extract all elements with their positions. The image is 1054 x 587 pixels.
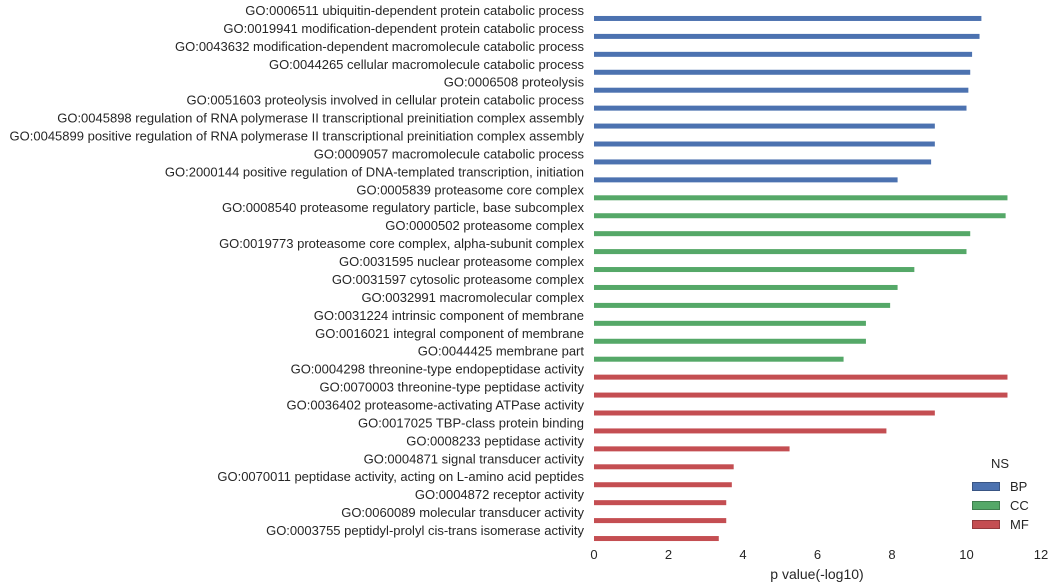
category-label: GO:0003755 peptidyl-prolyl cis-trans iso… [266, 523, 584, 538]
category-label: GO:0009057 macromolecule catabolic proce… [314, 146, 585, 161]
x-axis-label: p value(-log10) [770, 566, 863, 582]
category-label: GO:0004871 signal transducer activity [364, 451, 585, 466]
category-label: GO:0031597 cytosolic proteasome complex [332, 272, 585, 287]
legend-swatch-cc [972, 501, 1000, 510]
category-label: GO:0045898 regulation of RNA polymerase … [57, 111, 584, 126]
category-label: GO:0016021 integral component of membran… [315, 326, 584, 341]
legend-item-mf: MF [970, 515, 1050, 534]
bar-bp [594, 123, 935, 129]
x-tick-label: 8 [888, 547, 895, 562]
bar-bp [594, 15, 982, 21]
category-label: GO:0000502 proteasome complex [385, 218, 584, 233]
bar-mf [594, 518, 727, 524]
bar-mf [594, 536, 719, 542]
bar-cc [594, 356, 844, 362]
bar-bp [594, 105, 967, 111]
bar-mf [594, 446, 790, 452]
category-label: GO:0070011 peptidase activity, acting on… [217, 469, 584, 484]
bar-bp [594, 177, 898, 183]
bar-cc [594, 320, 866, 326]
bar-bp [594, 33, 980, 39]
category-label: GO:0005839 proteasome core complex [356, 182, 584, 197]
category-label: GO:0008233 peptidase activity [406, 433, 584, 448]
legend: NS BP CC MF [970, 456, 1050, 534]
category-label: GO:0017025 TBP-class protein binding [358, 415, 584, 430]
legend-title: NS [990, 456, 1010, 471]
category-label: GO:0070003 threonine-type peptidase acti… [319, 380, 584, 395]
category-label: GO:0036402 proteasome-activating ATPase … [287, 398, 585, 413]
bar-bp [594, 159, 932, 165]
category-label: GO:0008540 proteasome regulatory particl… [222, 200, 585, 215]
bar-cc [594, 195, 1008, 201]
x-tick-label: 2 [665, 547, 672, 562]
category-label: GO:0045899 positive regulation of RNA po… [10, 129, 585, 144]
bars [594, 15, 1008, 542]
category-label: GO:0006508 proteolysis [444, 75, 585, 90]
category-label: GO:0006511 ubiquitin-dependent protein c… [245, 3, 584, 18]
category-label: GO:0044425 membrane part [418, 344, 585, 359]
category-label: GO:0004298 threonine-type endopeptidase … [291, 362, 585, 377]
category-label: GO:0031595 nuclear proteasome complex [339, 254, 584, 269]
legend-label-bp: BP [1010, 479, 1028, 494]
bar-mf [594, 374, 1008, 380]
x-tick-label: 12 [1034, 547, 1048, 562]
bar-bp [594, 87, 969, 93]
legend-label-mf: MF [1010, 517, 1029, 532]
bar-cc [594, 284, 898, 290]
x-tick-label: 10 [959, 547, 973, 562]
bar-cc [594, 213, 1006, 219]
category-label: GO:0031224 intrinsic component of membra… [314, 308, 584, 323]
x-tick-label: 6 [814, 547, 821, 562]
bar-bp [594, 141, 935, 147]
category-label: GO:0060089 molecular transducer activity [341, 505, 584, 520]
category-label: GO:0032991 macromolecular complex [361, 290, 584, 305]
bar-cc [594, 249, 967, 255]
bar-mf [594, 500, 727, 506]
category-label: GO:0004872 receptor activity [415, 487, 585, 502]
bar-mf [594, 464, 734, 470]
bar-bp [594, 69, 971, 75]
bar-mf [594, 392, 1008, 398]
bar-cc [594, 338, 866, 344]
legend-swatch-mf [972, 520, 1000, 529]
x-axis: 0 2 4 6 8 10 12 [590, 547, 1048, 562]
category-label: GO:0043632 modification-dependent macrom… [175, 39, 585, 54]
category-label: GO:0051603 proteolysis involved in cellu… [187, 93, 585, 108]
bar-cc [594, 267, 915, 273]
legend-label-cc: CC [1010, 498, 1029, 513]
legend-swatch-bp [972, 482, 1000, 491]
category-label: GO:0019773 proteasome core complex, alph… [219, 236, 584, 251]
bar-cc [594, 302, 891, 308]
category-label: GO:0044265 cellular macromolecule catabo… [269, 57, 585, 72]
x-tick-label: 4 [739, 547, 746, 562]
bar-mf [594, 410, 935, 416]
bar-cc [594, 231, 971, 237]
x-tick-label: 0 [590, 547, 597, 562]
category-label: GO:2000144 positive regulation of DNA-te… [165, 164, 584, 179]
legend-item-cc: CC [970, 496, 1050, 515]
bar-mf [594, 482, 732, 488]
category-label: GO:0019941 modification-dependent protei… [223, 21, 584, 36]
category-labels: GO:0006511 ubiquitin-dependent protein c… [10, 3, 585, 538]
bar-bp [594, 51, 973, 57]
legend-item-bp: BP [970, 477, 1050, 496]
bar-mf [594, 428, 887, 434]
